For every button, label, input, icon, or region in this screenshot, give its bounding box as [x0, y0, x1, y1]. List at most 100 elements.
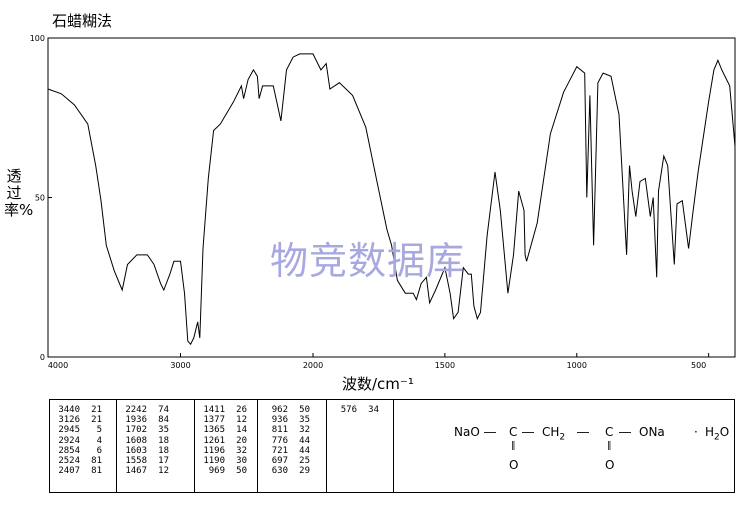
peak-transmittance: 21	[91, 405, 102, 415]
peak-wavenumber: 1261	[203, 435, 225, 446]
structure-bond: ―	[484, 425, 496, 439]
y-tick-label: 100	[30, 34, 45, 43]
peak-transmittance: 81	[91, 466, 102, 477]
peak-transmittance: 32	[236, 445, 247, 456]
structure-water: H2O	[705, 425, 730, 443]
peak-row: 1261 20	[195, 436, 257, 446]
peak-row: 2242 74	[117, 405, 194, 415]
x-tick-label: 3000	[170, 361, 190, 370]
peak-wavenumber: 1196	[203, 445, 225, 456]
peak-row: 576 34	[327, 405, 393, 415]
y-axis-label: 透过率%	[4, 167, 34, 219]
peak-row: 1467 12	[117, 466, 194, 476]
peak-transmittance: 6	[96, 445, 102, 456]
peak-transmittance: 44	[299, 445, 310, 456]
peak-transmittance: 12	[158, 466, 169, 477]
peak-transmittance: 18	[158, 445, 169, 456]
peak-transmittance: 30	[236, 456, 247, 467]
peak-wavenumber: 1377	[203, 415, 225, 426]
peak-row: 2854 6	[50, 446, 116, 456]
peak-wavenumber: 2242	[125, 405, 147, 415]
peak-transmittance: 5	[96, 425, 102, 436]
structure-bond: ―	[577, 425, 589, 439]
structure-left-group: NaO	[454, 425, 480, 439]
peak-wavenumber: 969	[208, 466, 225, 477]
x-tick-label: 500	[691, 361, 706, 370]
peak-row: 1558 17	[117, 456, 194, 466]
peak-row: 811 32	[258, 425, 326, 435]
peak-wavenumber: 1702	[125, 425, 147, 436]
transmittance-line	[47, 53, 736, 346]
peak-row: 697 25	[258, 456, 326, 466]
watermark-text: 物竞数据库	[270, 239, 466, 283]
peak-wavenumber: 697	[271, 456, 288, 467]
y-tick-label: 50	[35, 194, 45, 203]
peak-row: 936 35	[258, 415, 326, 425]
peak-row: 776 44	[258, 436, 326, 446]
peak-wavenumber: 1936	[125, 415, 147, 426]
x-tick-label: 4000	[48, 361, 68, 370]
peak-transmittance: 50	[299, 405, 310, 415]
peak-transmittance: 21	[91, 415, 102, 426]
structure-double-bond: ‖	[607, 441, 612, 451]
structure-ch2: CH2	[542, 425, 566, 443]
structure-right-group: ONa	[639, 425, 665, 439]
peak-wavenumber: 2945	[58, 425, 80, 436]
peak-row: 3440 21	[50, 405, 116, 415]
peak-wavenumber: 811	[271, 425, 288, 436]
x-tick-label: 2000	[303, 361, 323, 370]
peak-row: 1411 26	[195, 405, 257, 415]
structure-carbon-2: C	[605, 425, 614, 439]
peak-wavenumber: 3440	[58, 405, 80, 415]
peak-wavenumber: 630	[271, 466, 288, 477]
structure-bond: ―	[522, 425, 534, 439]
peak-row: 1196 32	[195, 446, 257, 456]
peak-transmittance: 84	[158, 415, 169, 426]
peak-wavenumber: 1608	[125, 435, 147, 446]
peak-row: 3126 21	[50, 415, 116, 425]
x-axis-label: 波数/cm⁻¹	[342, 375, 414, 393]
peak-table: 3440 21 3126 21 2945 5 2924 4 2854 6 2524 81 2407 81 2…	[49, 399, 735, 493]
peak-row: 1702 35	[117, 425, 194, 435]
peak-wavenumber: 776	[271, 435, 288, 446]
peak-row: 969 50	[195, 466, 257, 476]
structure-bond: ―	[619, 425, 631, 439]
peak-transmittance: 32	[299, 425, 310, 436]
peak-wavenumber: 2407	[58, 466, 80, 477]
peak-wavenumber: 1558	[125, 456, 147, 467]
structure-oxygen-1: O	[509, 458, 519, 472]
peak-transmittance: 50	[236, 466, 247, 477]
structure-dot: ·	[694, 425, 698, 439]
peak-wavenumber: 1603	[125, 445, 147, 456]
peak-transmittance: 34	[368, 405, 379, 415]
peak-row: 2524 81	[50, 456, 116, 466]
peak-transmittance: 20	[236, 435, 247, 446]
peak-column: 2242 74 1936 84 1702 35 1608 18 1603 18 1558 17 1467…	[117, 400, 195, 492]
peak-row: 1377 12	[195, 415, 257, 425]
peak-row: 1190 30	[195, 456, 257, 466]
peak-column: 1411 26 1377 12 1365 14 1261 20 1196 32 1190 30 969 5…	[195, 400, 258, 492]
peak-transmittance: 4	[96, 435, 102, 446]
peak-wavenumber: 2924	[58, 435, 80, 446]
sample-method-label: 石蜡糊法	[52, 12, 113, 30]
structure-formula: NaO ― C ― CH2 ― C ― ONa · H2O ‖ O ‖ O	[443, 400, 734, 492]
structure-carbon-1: C	[509, 425, 518, 439]
peak-transmittance: 26	[236, 405, 247, 415]
peak-row: 1365 14	[195, 425, 257, 435]
peak-wavenumber: 936	[271, 415, 288, 426]
peak-column: 576 34	[327, 400, 394, 492]
peak-transmittance: 35	[299, 415, 310, 426]
peak-column: 3440 21 3126 21 2945 5 2924 4 2854 6 2524 81 2407 81	[50, 400, 117, 492]
peak-row: 2945 5	[50, 425, 116, 435]
peak-transmittance: 44	[299, 435, 310, 446]
peak-wavenumber: 3126	[58, 415, 80, 426]
structure-double-bond: ‖	[511, 441, 516, 451]
peak-transmittance: 12	[236, 415, 247, 426]
peak-transmittance: 17	[158, 456, 169, 467]
peak-wavenumber: 962	[271, 405, 288, 415]
peak-wavenumber: 1190	[203, 456, 225, 467]
plot-frame	[47, 37, 736, 358]
peak-transmittance: 35	[158, 425, 169, 436]
